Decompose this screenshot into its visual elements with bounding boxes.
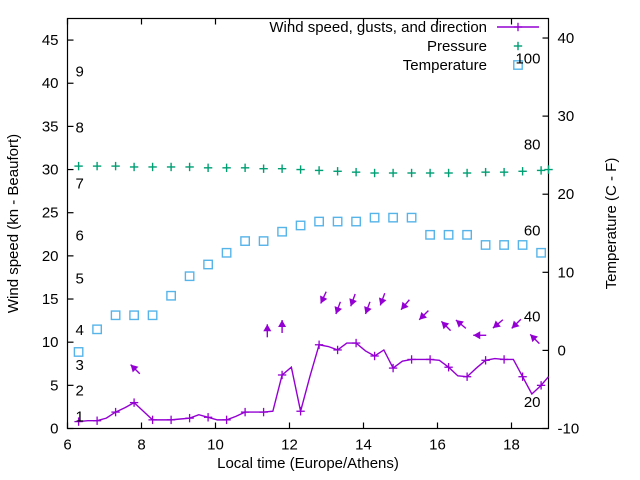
beaufort-label: 2: [76, 383, 84, 400]
marker-square: [388, 212, 398, 223]
x-tick-label: 10: [207, 437, 224, 454]
marker-square: [536, 247, 547, 258]
plot-frame: [66, 17, 550, 430]
y-left-tick-label: 20: [42, 248, 59, 265]
marker-square: [184, 271, 195, 282]
marker-square: [480, 240, 491, 250]
axes-layer: [66, 17, 550, 430]
x-tick-label: 12: [281, 437, 298, 454]
arrow-head: [278, 319, 287, 327]
fahrenheit-label: 60: [524, 222, 541, 239]
beaufort-label: 8: [76, 119, 84, 136]
arrow-head: [473, 331, 481, 340]
legend-layer: Wind speed, gusts, and direction Pressure…: [269, 19, 539, 74]
fahrenheit-label: 20: [524, 394, 541, 411]
labels-layer: 6 8 10 12 14 16 18051015202530354045-100102030…: [5, 30, 620, 472]
marker-square: [499, 240, 509, 250]
y-right-axis-title: Temperature (C - F): [603, 158, 620, 290]
arrow-head: [334, 306, 343, 315]
wind-direction-arrows: [130, 291, 540, 375]
arrow-head: [263, 324, 272, 332]
y-left-tick-label: 10: [42, 334, 59, 351]
y-left-tick-label: 30: [42, 162, 59, 179]
legend-label: Wind speed, gusts, and direction: [269, 19, 487, 36]
marker-square: [369, 212, 380, 223]
arrow-head: [511, 320, 520, 329]
arrow-head: [441, 321, 450, 330]
fahrenheit-label: 100: [515, 51, 540, 68]
arrow-head: [419, 312, 427, 320]
x-tick-label: 8: [137, 437, 145, 454]
y-left-tick-label: 45: [42, 32, 59, 49]
marker-square: [462, 229, 472, 240]
marker-square: [351, 216, 361, 227]
arrow-head: [455, 320, 464, 328]
marker-square: [517, 240, 528, 250]
beaufort-label: 5: [76, 270, 84, 287]
marker-square: [73, 347, 84, 357]
beaufort-label: 3: [76, 357, 84, 374]
y-right-tick-label: 40: [558, 30, 575, 47]
y-left-tick-label: 35: [42, 118, 59, 135]
arrow-head: [130, 364, 139, 373]
x-tick-label: 18: [503, 437, 520, 454]
marker-square: [332, 216, 343, 227]
marker-square: [513, 60, 523, 70]
y-right-tick-label: 10: [558, 264, 575, 281]
series-line: [78, 342, 550, 423]
arrow-head: [530, 334, 538, 343]
marker-square: [443, 229, 454, 240]
series-temperature: [73, 212, 547, 357]
fahrenheit-label: 40: [524, 308, 541, 325]
beaufort-label: 6: [76, 227, 84, 244]
marker-square: [277, 226, 287, 237]
y-right-tick-label: 0: [558, 342, 566, 359]
legend-label: Pressure: [427, 38, 487, 55]
arrow-head: [401, 301, 409, 310]
marker-square: [92, 324, 103, 335]
marker-square: [258, 236, 269, 246]
legend-label: Temperature: [403, 57, 487, 74]
marker-square: [314, 216, 324, 227]
y-left-tick-label: 5: [50, 377, 58, 394]
beaufort-label: 9: [76, 63, 84, 80]
data-layer: [73, 161, 553, 426]
marker-square: [406, 212, 417, 223]
marker-square: [295, 220, 306, 231]
arrow-head: [492, 320, 501, 329]
x-tick-label: 14: [355, 437, 372, 454]
x-tick-label: 6: [63, 437, 71, 454]
marker-square: [240, 236, 250, 246]
marker-square: [110, 310, 121, 321]
y-left-tick-label: 40: [42, 75, 59, 92]
arrow-head: [378, 297, 387, 306]
y-right-tick-label: 30: [558, 108, 575, 125]
y-left-axis-title: Wind speed (kn - Beaufort): [5, 134, 22, 313]
y-right-tick-label: -10: [558, 421, 580, 438]
y-right-tick-label: 20: [558, 186, 575, 203]
x-axis-title: Local time (Europe/Athens): [217, 455, 399, 472]
beaufort-label: 4: [76, 322, 84, 339]
arrow-head: [349, 298, 357, 307]
arrow-head: [364, 306, 372, 315]
y-left-tick-label: 15: [42, 291, 59, 308]
x-tick-label: 16: [429, 437, 446, 454]
beaufort-label: 1: [76, 409, 84, 426]
y-left-tick-label: 0: [50, 421, 58, 438]
marker-square: [166, 290, 176, 301]
series-wind-speed-gusts-and-direction: [74, 338, 550, 426]
marker-square: [203, 259, 213, 270]
marker-square: [221, 247, 232, 258]
fahrenheit-label: 80: [524, 136, 541, 153]
beaufort-label: 7: [76, 176, 84, 193]
marker-square: [129, 310, 139, 321]
marker-square: [425, 229, 435, 240]
y-left-tick-label: 25: [42, 205, 59, 222]
marker-square: [147, 310, 158, 321]
series-pressure: [74, 161, 553, 178]
arrow-head: [320, 295, 328, 304]
